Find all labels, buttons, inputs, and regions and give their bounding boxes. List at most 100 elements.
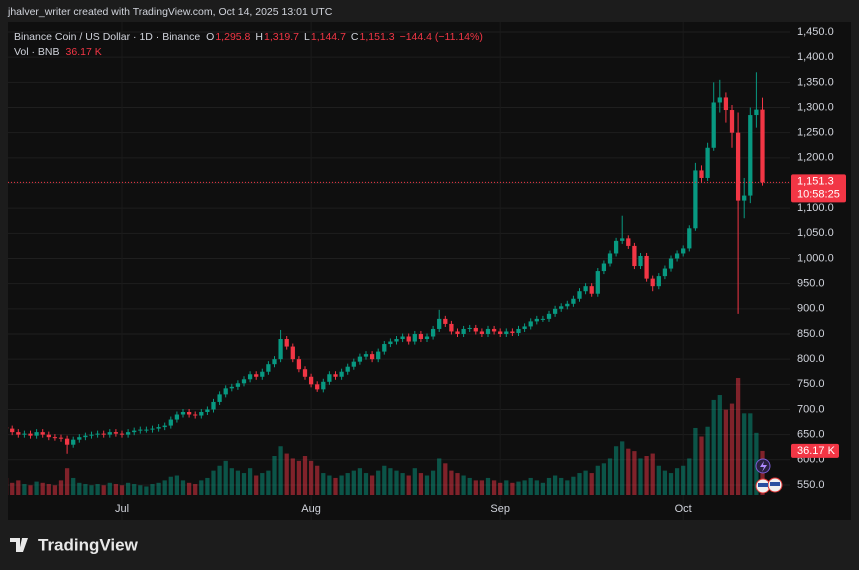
candle-body — [650, 278, 655, 287]
volume-bar — [742, 413, 747, 496]
volume-bar — [217, 465, 222, 496]
y-tick-label: 1,100.0 — [797, 202, 834, 214]
candle-body — [28, 433, 33, 436]
volume-bar — [95, 484, 100, 496]
volume-bar — [559, 477, 564, 496]
candle-body — [83, 435, 88, 438]
candle-body — [369, 354, 375, 360]
volume-bar — [400, 473, 405, 496]
candle-body — [296, 359, 302, 370]
candle-body — [34, 432, 39, 436]
candle-body — [321, 381, 326, 390]
volume-legend-value: 36.17 K — [66, 46, 102, 58]
volume-bar — [199, 480, 204, 496]
y-tick-label: 550.0 — [797, 479, 825, 491]
volume-bar — [430, 470, 436, 496]
candle-body — [668, 258, 674, 269]
flag-stripe — [758, 483, 768, 487]
candle-body — [138, 429, 143, 431]
candle-body — [607, 253, 613, 264]
y-tick-label: 750.0 — [797, 378, 825, 390]
candle-body — [254, 374, 259, 377]
candle-body — [687, 228, 692, 249]
candle-body — [656, 276, 661, 287]
volume-bar — [455, 473, 460, 496]
candle-layer — [8, 72, 790, 454]
volume-bar — [620, 441, 625, 496]
volume-bar — [607, 458, 613, 496]
volume-bar — [345, 473, 350, 496]
volume-bar — [132, 484, 137, 496]
volume-bar — [693, 427, 698, 496]
volume-bar — [223, 460, 228, 496]
volume-bar — [156, 482, 161, 496]
volume-bar — [205, 477, 210, 496]
volume-bar — [504, 480, 509, 496]
volume-bar — [107, 482, 112, 496]
volume-bar — [449, 470, 454, 496]
candle-body — [95, 433, 100, 435]
candle-body — [125, 432, 131, 435]
volume-bar — [601, 463, 607, 496]
volume-bar — [351, 470, 356, 496]
candle-body — [22, 433, 27, 435]
candle-body — [77, 437, 82, 440]
candle-body — [485, 328, 491, 334]
candle-body — [717, 97, 722, 103]
volume-bar — [119, 485, 125, 496]
volume-bar — [382, 465, 387, 496]
volume-bar — [687, 458, 692, 496]
candle-body — [540, 318, 546, 320]
header: jhalver_writer created with TradingView.… — [7, 6, 333, 18]
volume-bar — [650, 453, 655, 496]
candle-body — [211, 401, 216, 410]
candle-body — [394, 339, 399, 342]
candle-body — [613, 240, 619, 254]
volume-bar — [748, 413, 753, 496]
candle-body — [241, 379, 247, 384]
candle-body — [516, 328, 521, 333]
x-tick-label: Sep — [490, 503, 510, 515]
candle-body — [595, 271, 600, 294]
volume-bar — [534, 480, 539, 496]
logo-mark — [10, 538, 28, 552]
candle-body — [565, 303, 570, 307]
volume-bar — [229, 468, 234, 496]
volume-bar — [546, 477, 552, 496]
symbol-label: Binance Coin / US Dollar · 1D · Binance — [14, 31, 200, 43]
candle-body — [626, 238, 631, 246]
volume-bar — [418, 473, 424, 496]
volume-bar — [363, 473, 369, 496]
candle-body — [199, 411, 204, 416]
candle-body — [510, 331, 515, 333]
volume-bar — [302, 455, 308, 496]
candle-body — [552, 308, 558, 314]
candle-body — [315, 384, 320, 390]
volume-bar — [632, 451, 637, 496]
volume-bar — [34, 481, 39, 496]
volume-bar — [321, 473, 326, 496]
grid — [8, 22, 790, 520]
volume-bar — [662, 470, 668, 496]
candle-body — [534, 318, 539, 322]
volume-bar — [729, 403, 735, 496]
y-tick-label: 800.0 — [797, 353, 825, 365]
candle-body — [674, 253, 680, 259]
candle-body — [467, 327, 472, 329]
candle-body — [473, 327, 478, 332]
candle-body — [620, 238, 625, 241]
volume-box — [791, 443, 839, 458]
candle-body — [638, 255, 643, 267]
volume-bar — [333, 477, 338, 496]
candle-body — [735, 132, 741, 201]
candle-body — [71, 439, 76, 445]
y-tick-label: 1,350.0 — [797, 76, 834, 88]
candle-body — [632, 245, 637, 267]
volume-bar — [644, 455, 649, 496]
candle-body — [89, 434, 94, 436]
volume-bar — [254, 475, 259, 496]
volume-bar — [705, 426, 710, 496]
volume-bar — [308, 460, 314, 496]
candle-body — [205, 409, 210, 412]
candle-body — [693, 170, 698, 229]
